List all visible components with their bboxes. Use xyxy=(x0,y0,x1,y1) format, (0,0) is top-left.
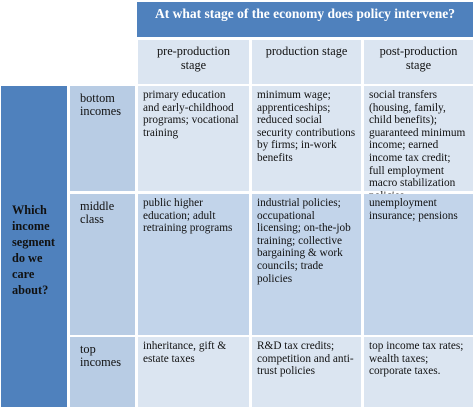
row-header-middle-class: middle class xyxy=(70,194,135,335)
table-cell: R&D tax credits; competition and anti-tr… xyxy=(252,337,361,407)
column-header-pre-production: pre-production stage xyxy=(138,40,249,84)
row-header-bottom-incomes: bottom incomes xyxy=(70,86,135,191)
table-cell: public higher education; adult retrainin… xyxy=(138,194,249,335)
table-cell: minimum wage; apprenticeships; reduced s… xyxy=(252,86,361,191)
table-cell: top income tax rates; wealth taxes; corp… xyxy=(364,337,473,407)
row-group-header: Which income segment do we care about? xyxy=(1,86,67,407)
table-cell: unemployment insurance; pensions xyxy=(364,194,473,335)
table-cell: inheritance, gift & estate taxes xyxy=(138,337,249,407)
table-title: At what stage of the economy does policy… xyxy=(137,2,473,37)
row-header-top-incomes: top incomes xyxy=(70,337,135,407)
column-header-production: production stage xyxy=(252,40,361,84)
table-cell: primary education and early-childhood pr… xyxy=(138,86,249,191)
table-cell: social transfers (housing, family, child… xyxy=(364,86,473,202)
table-cell: industrial policies; occupational licens… xyxy=(252,194,361,335)
column-header-post-production: post-production stage xyxy=(364,40,473,84)
